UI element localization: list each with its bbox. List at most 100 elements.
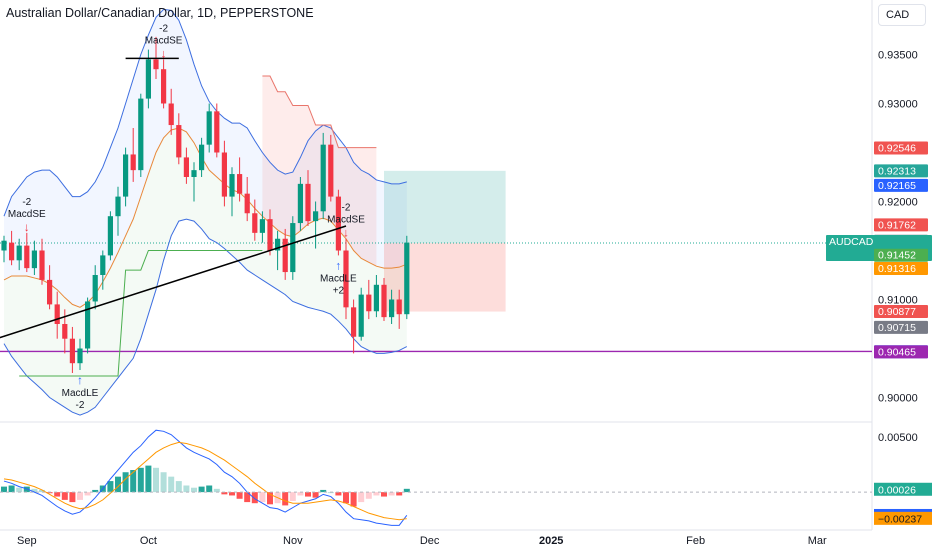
macd-histogram-bar — [61, 492, 68, 500]
macd-histogram-bar — [69, 492, 76, 503]
candle-body — [62, 324, 68, 339]
time-axis-label: Mar — [808, 535, 827, 547]
candle-body — [183, 157, 189, 177]
macd-histogram-bar — [289, 492, 296, 501]
macd-histogram-bar — [343, 492, 349, 504]
macd-histogram-bar — [350, 492, 357, 507]
candle-body — [9, 242, 15, 261]
candle-body — [161, 69, 167, 104]
candle-body — [404, 242, 410, 315]
candle-body — [221, 152, 227, 197]
signal-qty: -2 — [342, 203, 351, 214]
macd-tick-label: 0.00500 — [878, 432, 918, 444]
candle-body — [373, 284, 379, 312]
macd-histogram-bar — [297, 492, 304, 496]
signal-arrow-down: ↓ — [24, 220, 30, 234]
candle-body — [39, 250, 45, 280]
candle-body — [252, 213, 258, 233]
macd-histogram-bar — [145, 465, 152, 493]
signal-arrow-down: ↓ — [161, 46, 167, 60]
price-label-text: 0.91316 — [878, 263, 916, 275]
candle-body — [320, 144, 326, 212]
price-label-text: 0.92313 — [878, 165, 916, 177]
overlay-bb-lower — [3, 218, 408, 416]
candle-body — [214, 111, 220, 153]
candle-body — [24, 245, 30, 269]
candle-body — [153, 59, 159, 70]
macd-histogram-bar — [358, 492, 365, 503]
macd-histogram-bar — [92, 489, 99, 493]
candles-group — [1, 36, 410, 373]
macd-histogram-bar — [8, 485, 15, 493]
time-axis-label: Nov — [283, 535, 303, 547]
macd-histogram-bar — [221, 492, 228, 495]
macd-histogram-bar — [229, 492, 235, 496]
macd-histogram-bar — [267, 492, 273, 505]
candle-body — [229, 174, 235, 197]
price-tick-label: 0.91000 — [878, 295, 918, 307]
price-tick-label: 0.92000 — [878, 197, 918, 209]
candle-body — [54, 304, 60, 324]
time-axis-label: Oct — [140, 535, 157, 547]
macd-histogram-bar — [183, 485, 190, 493]
price-label-text: 0.90877 — [878, 306, 916, 318]
macd-histogram-bar — [259, 492, 266, 503]
macd-signal-line — [3, 441, 407, 521]
candle-body — [1, 240, 7, 251]
macd-histogram-bar — [1, 486, 7, 493]
price-label-text: 0.90715 — [878, 322, 916, 334]
candle-body — [206, 111, 212, 145]
overlay-stop-down — [19, 250, 263, 377]
candle-body — [100, 255, 106, 275]
price-label-text: 0.90465 — [878, 346, 916, 358]
candle-body — [130, 154, 136, 171]
price-label-badge — [874, 345, 928, 359]
macd-histogram-bar — [305, 492, 311, 497]
signal-label: MacdSE — [327, 215, 365, 226]
candle-body — [69, 338, 75, 364]
macd-histogram-bar — [160, 472, 167, 493]
macd-histogram-bar — [54, 492, 61, 497]
signal-label: MacdSE — [145, 35, 183, 46]
candle-body — [282, 238, 288, 273]
macd-histogram-bar — [198, 486, 205, 493]
macd-histogram-bar — [39, 489, 45, 493]
price-label-badge — [874, 178, 928, 192]
macd-label-text: −0.00237 — [878, 513, 922, 525]
price-tick-label: 0.90000 — [878, 393, 918, 405]
price-label-badge — [874, 164, 928, 178]
macd-label-text: 0.00026 — [878, 484, 916, 496]
macd-histogram-bar — [403, 488, 410, 493]
candle-body — [77, 348, 83, 364]
macd-histogram-bar — [46, 492, 53, 494]
time-axis-label: Sep — [17, 535, 37, 547]
macd-line — [3, 429, 408, 526]
candle-body — [351, 307, 357, 337]
macd-histogram-bar — [130, 470, 137, 493]
candle-body — [168, 103, 174, 126]
macd-histogram-bar — [365, 492, 372, 499]
macd-label-badge — [874, 511, 932, 525]
price-label-text: 0.92165 — [878, 180, 916, 192]
signal-arrow-down: ↓ — [343, 226, 349, 240]
macd-histogram-bar — [206, 485, 213, 493]
candle-body — [396, 299, 402, 315]
signal-label: MacdSE — [8, 209, 46, 220]
candle-body — [107, 216, 113, 256]
candle-body — [267, 219, 273, 251]
stop-up-fill — [262, 76, 377, 267]
candle-body — [389, 299, 395, 318]
macd-histogram-bar — [137, 467, 144, 493]
candle-body — [328, 144, 334, 197]
time-axis-label: Dec — [420, 535, 440, 547]
candle-body — [366, 294, 372, 312]
candle-body — [237, 174, 243, 194]
currency-selector[interactable]: CAD — [878, 4, 926, 26]
candle-body — [115, 196, 121, 217]
candle-body — [176, 125, 182, 158]
candle-body — [297, 183, 303, 224]
price-label-badge — [874, 218, 928, 232]
candle-body — [145, 59, 151, 99]
